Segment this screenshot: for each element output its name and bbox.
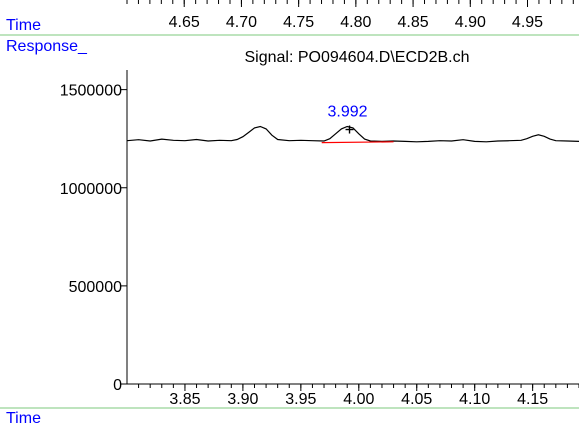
y-tick-label: 1500000 <box>60 83 122 100</box>
top-tick-label: 4.70 <box>226 14 257 31</box>
signal-trace <box>126 125 579 143</box>
x-tick-label: 4.15 <box>517 391 548 408</box>
response-label: Response_ <box>6 38 88 55</box>
y-tick-label: 1000000 <box>60 181 122 198</box>
top-tick-label: 4.85 <box>398 14 429 31</box>
x-tick-label: 4.10 <box>459 391 490 408</box>
x-axis: 3.85 3.90 3.95 4.00 4.05 4.10 4.15 <box>127 383 579 408</box>
integration-baseline <box>321 141 394 144</box>
x-tick-label: 3.85 <box>169 391 200 408</box>
x-tick-label: 4.00 <box>343 391 374 408</box>
top-tick-label: 4.65 <box>169 14 200 31</box>
plot-area: 3.992 <box>126 104 579 144</box>
bottom-time-label: Time <box>6 410 41 424</box>
top-tick-label: 4.95 <box>512 14 543 31</box>
x-tick-label: 4.05 <box>401 391 432 408</box>
y-tick-label: 500000 <box>69 279 122 296</box>
top-tick-label: 4.80 <box>340 14 371 31</box>
x-tick-label: 3.90 <box>227 391 258 408</box>
peak-label: 3.992 <box>327 104 367 121</box>
x-tick-label: 3.95 <box>285 391 316 408</box>
y-axis: 0 500000 1000000 1500000 <box>60 70 128 394</box>
top-time-axis: 4.65 4.70 4.75 4.80 4.85 4.90 4.95 <box>126 0 574 31</box>
top-tick-label: 4.75 <box>283 14 314 31</box>
top-time-label: Time <box>6 17 41 34</box>
top-tick-label: 4.90 <box>455 14 486 31</box>
signal-title: Signal: PO094604.D\ECD2B.ch <box>244 49 469 66</box>
y-tick-label: 0 <box>113 377 122 394</box>
